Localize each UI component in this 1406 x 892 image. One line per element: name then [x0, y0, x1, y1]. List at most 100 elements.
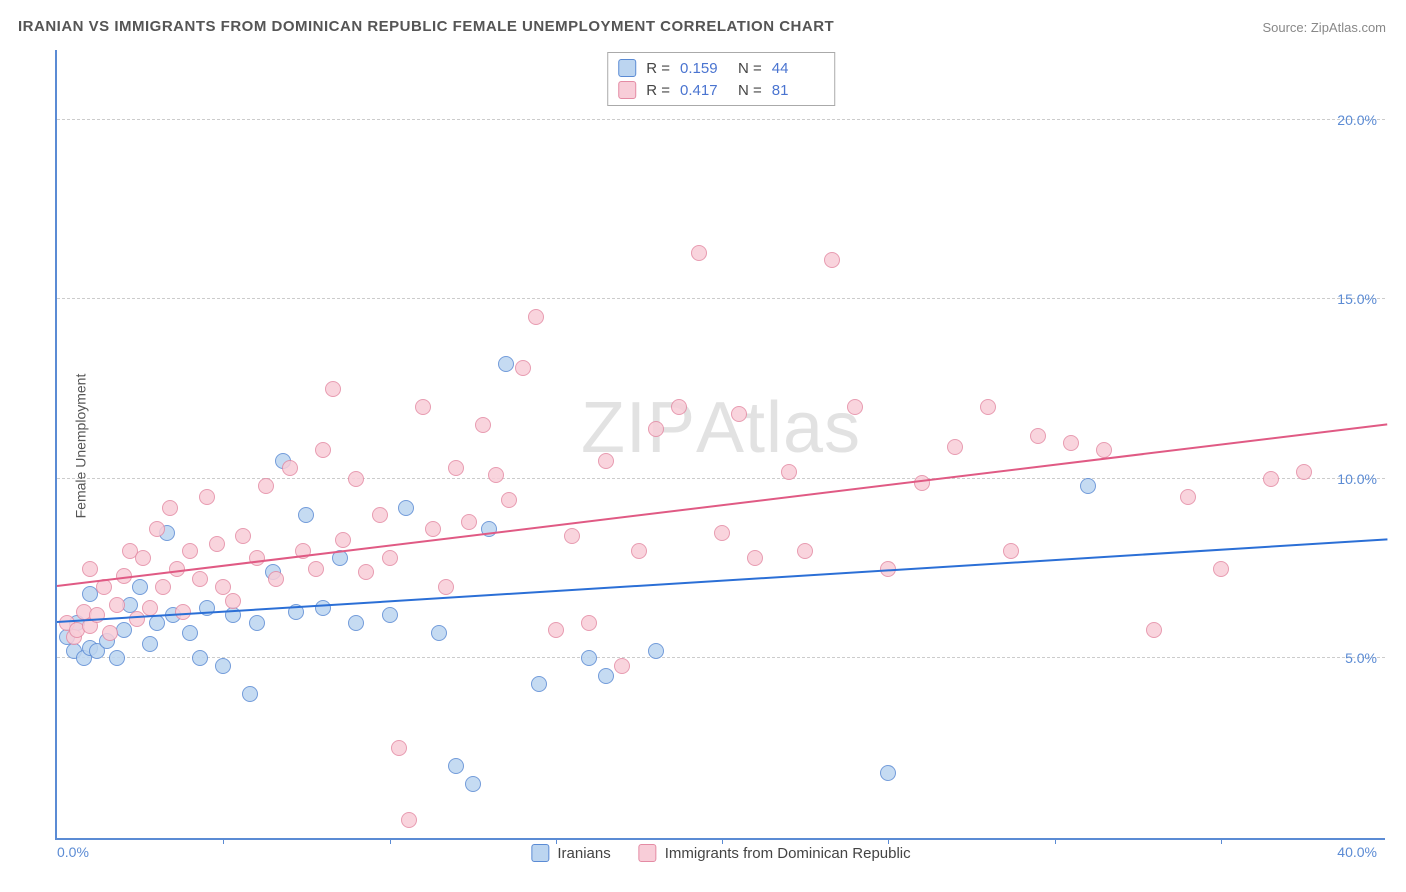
scatter-point — [1263, 471, 1279, 487]
legend-item-dominican: Immigrants from Dominican Republic — [639, 844, 911, 862]
legend-n-value: 81 — [772, 82, 820, 99]
scatter-point — [132, 579, 148, 595]
scatter-point — [142, 600, 158, 616]
scatter-point — [282, 460, 298, 476]
scatter-point — [162, 500, 178, 516]
y-tick-label: 20.0% — [1337, 112, 1377, 128]
scatter-point — [315, 600, 331, 616]
scatter-point — [781, 464, 797, 480]
scatter-point — [155, 579, 171, 595]
scatter-point — [348, 615, 364, 631]
scatter-point — [242, 686, 258, 702]
source-attribution: Source: ZipAtlas.com — [1262, 20, 1386, 35]
scatter-point — [325, 381, 341, 397]
scatter-point — [335, 532, 351, 548]
scatter-point — [501, 492, 517, 508]
legend-swatch-dominican — [639, 844, 657, 862]
scatter-point — [581, 615, 597, 631]
scatter-point — [401, 812, 417, 828]
watermark-atlas: Atlas — [696, 388, 861, 468]
scatter-point — [192, 571, 208, 587]
scatter-point — [548, 622, 564, 638]
scatter-point — [129, 611, 145, 627]
scatter-point — [438, 579, 454, 595]
legend-r-value: 0.159 — [680, 60, 728, 77]
scatter-point — [258, 478, 274, 494]
scatter-point — [102, 625, 118, 641]
legend-swatch-iranians — [531, 844, 549, 862]
x-tick — [1055, 838, 1056, 844]
scatter-point — [564, 528, 580, 544]
scatter-point — [1296, 464, 1312, 480]
scatter-point — [648, 643, 664, 659]
x-tick — [556, 838, 557, 844]
scatter-point — [498, 356, 514, 372]
legend-r-value: 0.417 — [680, 82, 728, 99]
legend-label: Immigrants from Dominican Republic — [665, 845, 911, 862]
scatter-point — [415, 399, 431, 415]
scatter-point — [372, 507, 388, 523]
scatter-point — [747, 550, 763, 566]
scatter-point — [109, 597, 125, 613]
scatter-point — [1146, 622, 1162, 638]
scatter-point — [391, 740, 407, 756]
scatter-point — [431, 625, 447, 641]
scatter-point — [135, 550, 151, 566]
legend-swatch-dominican — [618, 81, 636, 99]
chart-title: IRANIAN VS IMMIGRANTS FROM DOMINICAN REP… — [18, 18, 834, 35]
scatter-point — [425, 521, 441, 537]
scatter-point — [382, 550, 398, 566]
scatter-point — [215, 579, 231, 595]
scatter-point — [215, 658, 231, 674]
scatter-point — [1096, 442, 1112, 458]
scatter-point — [465, 776, 481, 792]
x-tick — [888, 838, 889, 844]
scatter-point — [192, 650, 208, 666]
scatter-point — [847, 399, 863, 415]
scatter-point — [308, 561, 324, 577]
scatter-point — [199, 489, 215, 505]
scatter-point — [691, 245, 707, 261]
scatter-point — [249, 550, 265, 566]
scatter-point — [731, 406, 747, 422]
gridline — [57, 657, 1385, 658]
scatter-point — [82, 561, 98, 577]
scatter-point — [947, 439, 963, 455]
legend-row-series-1: R = 0.417 N = 81 — [618, 79, 820, 101]
legend-label: Iranians — [557, 845, 610, 862]
x-tick — [223, 838, 224, 844]
scatter-point — [398, 500, 414, 516]
scatter-point — [225, 593, 241, 609]
scatter-point — [515, 360, 531, 376]
scatter-plot-area: ZIPAtlas R = 0.159 N = 44 R = 0.417 N = … — [55, 50, 1385, 840]
scatter-point — [581, 650, 597, 666]
scatter-point — [475, 417, 491, 433]
legend-r-label: R = — [646, 60, 670, 77]
legend-swatch-iranians — [618, 59, 636, 77]
y-tick-label: 5.0% — [1345, 650, 1377, 666]
y-tick-label: 15.0% — [1337, 291, 1377, 307]
scatter-point — [648, 421, 664, 437]
scatter-point — [382, 607, 398, 623]
scatter-point — [1080, 478, 1096, 494]
scatter-point — [348, 471, 364, 487]
scatter-point — [1063, 435, 1079, 451]
scatter-point — [797, 543, 813, 559]
correlation-legend-box: R = 0.159 N = 44 R = 0.417 N = 81 — [607, 52, 835, 106]
legend-item-iranians: Iranians — [531, 844, 610, 862]
scatter-point — [1003, 543, 1019, 559]
scatter-point — [235, 528, 251, 544]
legend-r-label: R = — [646, 82, 670, 99]
gridline — [57, 478, 1385, 479]
scatter-point — [631, 543, 647, 559]
scatter-point — [268, 571, 284, 587]
scatter-point — [249, 615, 265, 631]
scatter-point — [488, 467, 504, 483]
scatter-point — [598, 453, 614, 469]
scatter-point — [880, 765, 896, 781]
series-legend: Iranians Immigrants from Dominican Repub… — [531, 844, 910, 862]
scatter-point — [142, 636, 158, 652]
scatter-point — [209, 536, 225, 552]
scatter-point — [182, 543, 198, 559]
scatter-point — [528, 309, 544, 325]
